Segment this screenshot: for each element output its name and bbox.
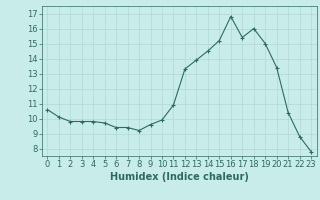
X-axis label: Humidex (Indice chaleur): Humidex (Indice chaleur) bbox=[110, 172, 249, 182]
